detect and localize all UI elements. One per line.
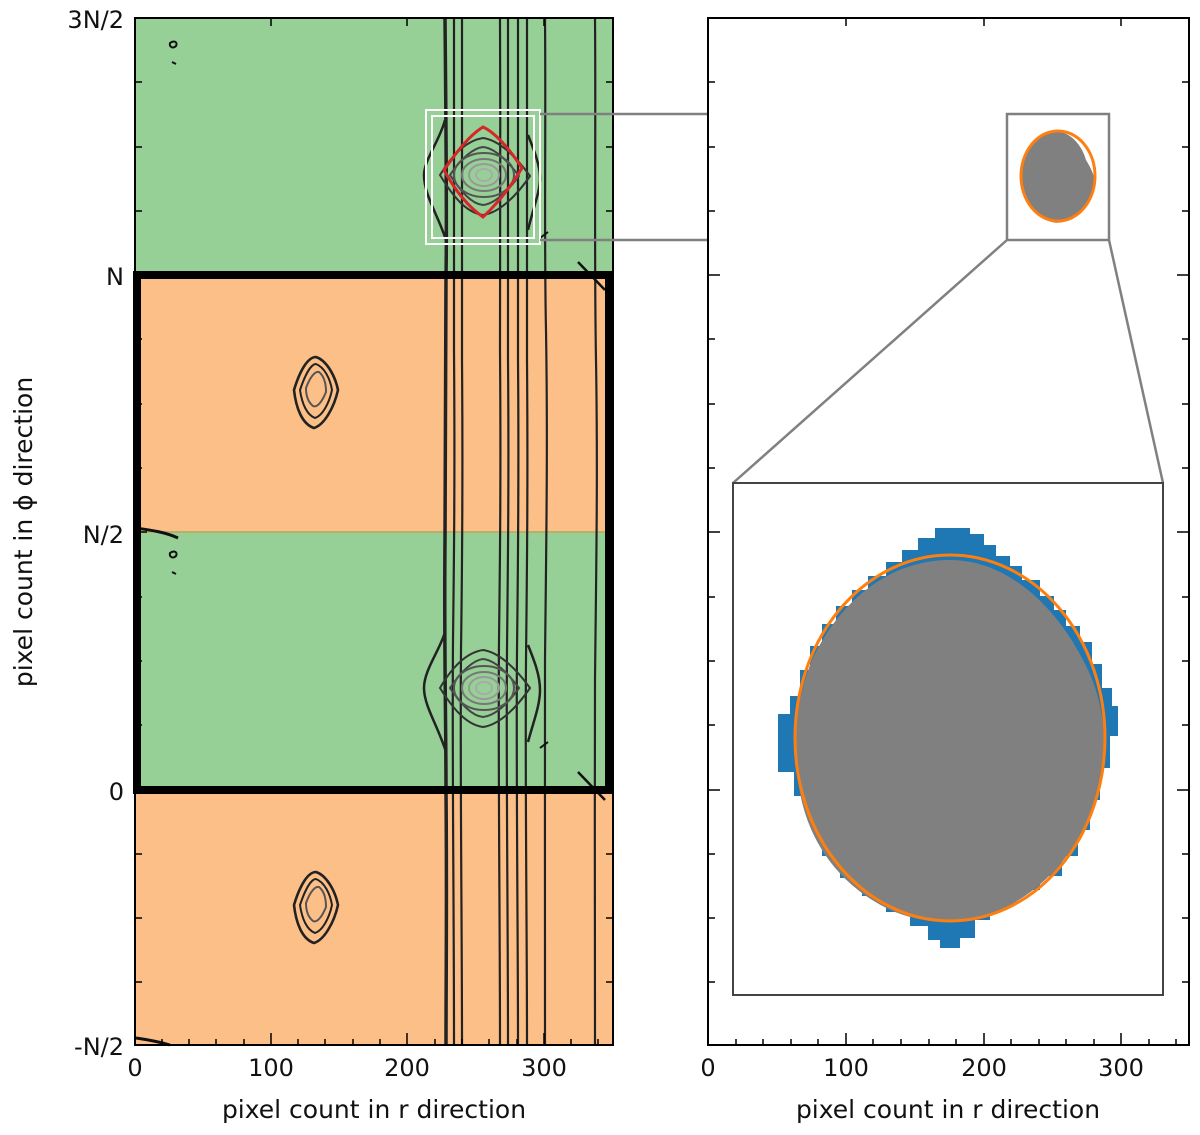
band-lower-green (135, 532, 613, 790)
left-ytick-labels: 3N/2 N N/2 0 -N/2 (67, 6, 124, 1061)
left-x-axis-label: pixel count in r direction (222, 1095, 526, 1124)
left-xtick-label-100: 100 (248, 1054, 294, 1082)
ytick-label-3n2: 3N/2 (67, 6, 124, 34)
right-yticks (708, 81, 1189, 983)
right-panel: 0 100 200 300 pixel count in r direction (700, 17, 1190, 1124)
band-upper-orange (135, 275, 613, 532)
zoom-lines (732, 239, 1165, 484)
ellipse-fit (793, 553, 1107, 923)
right-xtick-label-200: 200 (961, 1054, 1007, 1082)
vortex-top-contours (438, 125, 532, 219)
left-yticks (135, 17, 613, 1046)
small-ellipse-fit (1019, 129, 1097, 223)
left-xticks (134, 18, 599, 1045)
small-blob-upper (292, 355, 340, 430)
ytick-label-0: 0 (109, 778, 124, 806)
zoom-source-box (1005, 112, 1111, 242)
zoom-inset (732, 482, 1164, 996)
left-xtick-label-0: 0 (127, 1054, 142, 1082)
red-contour (442, 125, 524, 219)
left-panel: 3N/2 N N/2 0 -N/2 0 100 200 300 pixel co… (9, 6, 614, 1124)
left-xtick-labels: 0 100 200 300 (127, 1054, 567, 1082)
ytick-label-n2: N/2 (83, 521, 124, 549)
right-xtick-labels: 0 100 200 300 (700, 1054, 1144, 1082)
ytick-label-neg-n2: -N/2 (74, 1033, 124, 1061)
small-mask (1019, 129, 1097, 223)
ytick-label-n: N (106, 263, 124, 291)
vortex-bottom-contours (438, 648, 532, 729)
small-blob-lower (292, 870, 340, 945)
left-xtick-label-200: 200 (384, 1054, 430, 1082)
mask-region (795, 560, 1104, 922)
right-xtick-label-100: 100 (823, 1054, 869, 1082)
y-axis-label: pixel count in ϕ direction (9, 377, 38, 687)
right-xticks (707, 18, 1177, 1045)
band-bottom-orange (135, 790, 613, 1045)
right-xtick-label-300: 300 (1098, 1054, 1144, 1082)
right-x-axis-label: pixel count in r direction (796, 1095, 1100, 1124)
left-xtick-label-300: 300 (521, 1054, 567, 1082)
vertical-contours (442, 17, 598, 1046)
highlight-box (425, 109, 541, 245)
right-xtick-label-0: 0 (700, 1054, 715, 1082)
